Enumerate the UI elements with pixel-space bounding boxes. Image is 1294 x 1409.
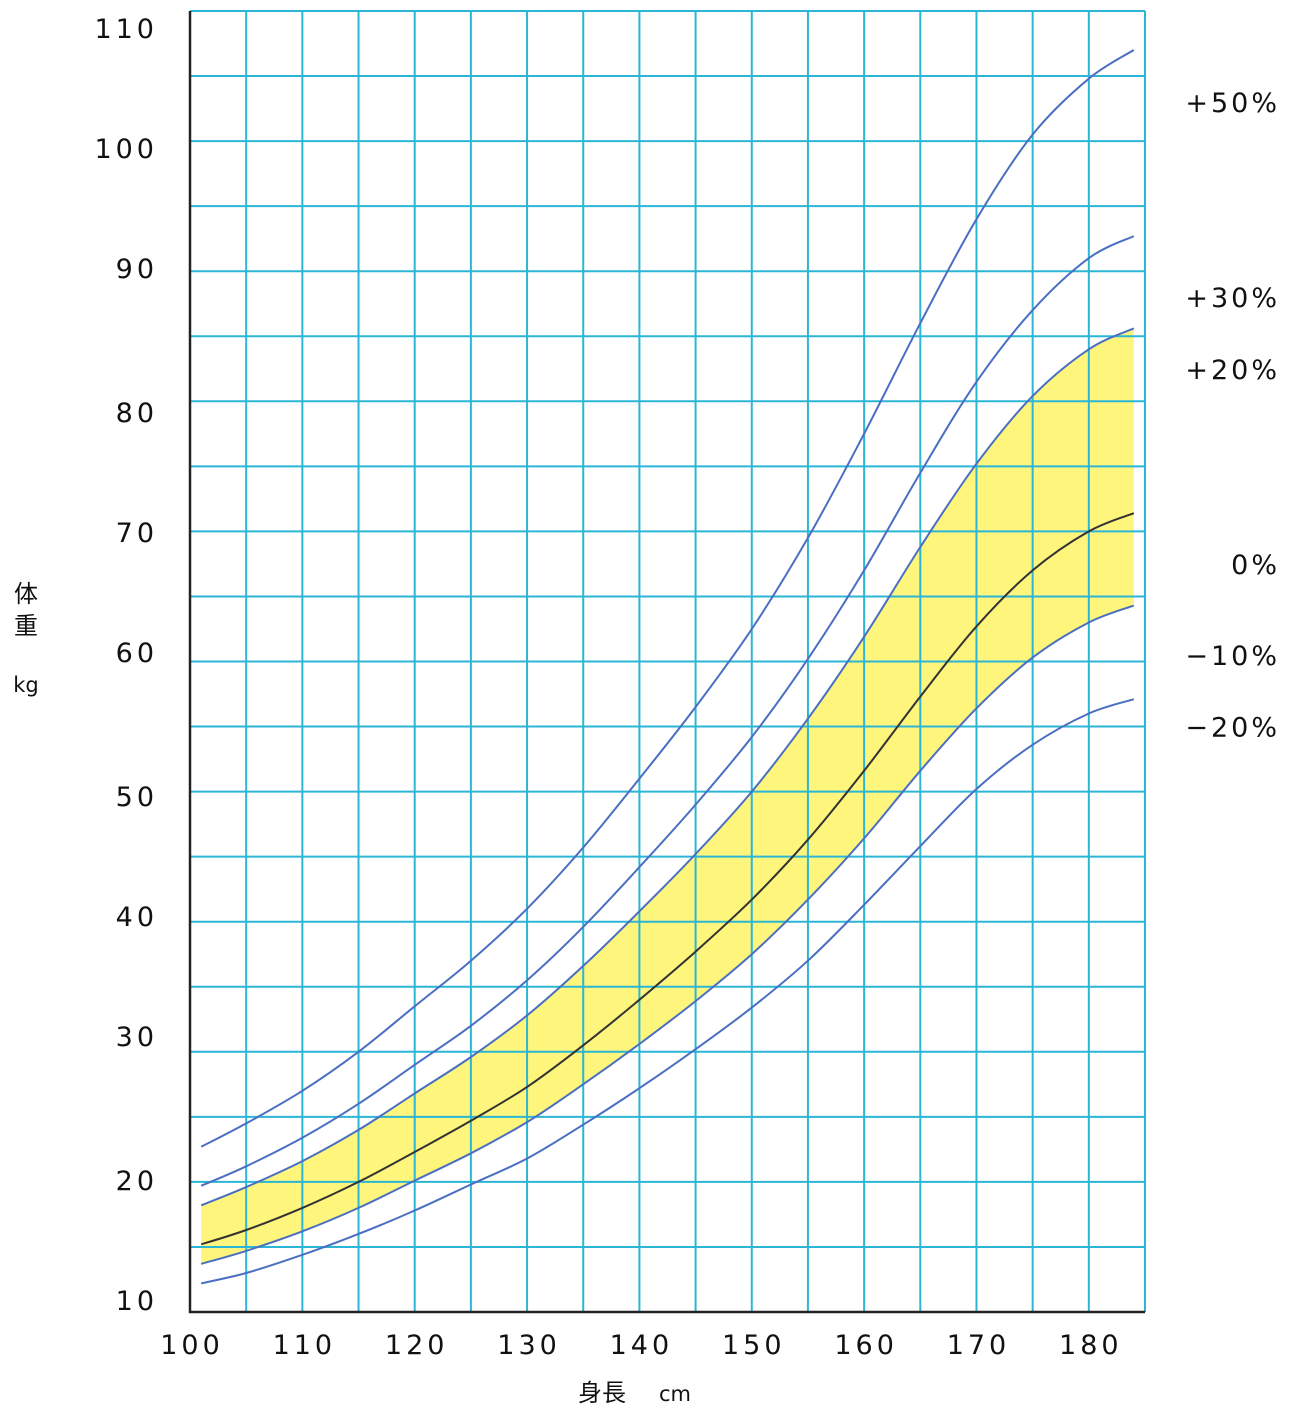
- y-tick-label-100: 100: [94, 134, 158, 165]
- y-tick-label-10: 10: [116, 1286, 158, 1317]
- series-line-3: [200, 512, 1135, 1246]
- series-label-1: +30%: [1185, 283, 1280, 314]
- x-tick-label-100: 100: [160, 1330, 224, 1361]
- y-axis-unit: kg: [13, 673, 39, 697]
- y-axis-title-char-2: 重: [14, 612, 38, 640]
- x-tick-label-180: 180: [1059, 1330, 1123, 1361]
- normal-range-band: [201, 328, 1134, 1264]
- x-tick-labels: 100 110 120 130 140 150 160 170 180: [160, 1330, 1123, 1361]
- series-label-0: +50%: [1185, 88, 1280, 119]
- x-tick-label-110: 110: [273, 1330, 337, 1361]
- y-tick-label-30: 30: [116, 1022, 158, 1053]
- series-line-1: [200, 235, 1135, 1187]
- x-axis-unit: cm: [659, 1382, 691, 1406]
- x-tick-label-140: 140: [610, 1330, 674, 1361]
- x-tick-label-170: 170: [947, 1330, 1011, 1361]
- grid: [189, 10, 1146, 1313]
- y-tick-labels: 10 20 30 40 50 60 70 80 90 100 110: [94, 14, 158, 1317]
- y-axis-title-char-1: 体: [14, 580, 38, 608]
- y-tick-label-80: 80: [116, 398, 158, 429]
- y-tick-label-60: 60: [116, 638, 158, 669]
- x-tick-label-130: 130: [497, 1330, 561, 1361]
- series-line-5: [200, 698, 1135, 1285]
- x-tick-label-120: 120: [385, 1330, 449, 1361]
- y-tick-label-40: 40: [116, 902, 158, 933]
- y-tick-label-20: 20: [116, 1166, 158, 1197]
- series-line-4: [200, 604, 1135, 1265]
- axes: [188, 11, 1145, 1314]
- series-label-3: 0%: [1231, 550, 1280, 581]
- y-tick-label-50: 50: [116, 782, 158, 813]
- series-line-0: [200, 49, 1135, 1148]
- x-tick-label-160: 160: [834, 1330, 898, 1361]
- x-axis-title: 身長: [578, 1379, 626, 1407]
- y-tick-label-110: 110: [94, 14, 158, 45]
- series-lines: [200, 49, 1135, 1285]
- series-label-5: −20%: [1185, 713, 1280, 744]
- series-line-2: [200, 327, 1135, 1207]
- x-tick-label-150: 150: [722, 1330, 786, 1361]
- y-tick-label-90: 90: [116, 254, 158, 285]
- series-label-2: +20%: [1185, 355, 1280, 386]
- series-labels: +50% +30% +20% 0% −10% −20%: [1185, 88, 1280, 744]
- series-label-4: −10%: [1185, 641, 1280, 672]
- y-tick-label-70: 70: [116, 518, 158, 549]
- band-fill: [201, 328, 1134, 1264]
